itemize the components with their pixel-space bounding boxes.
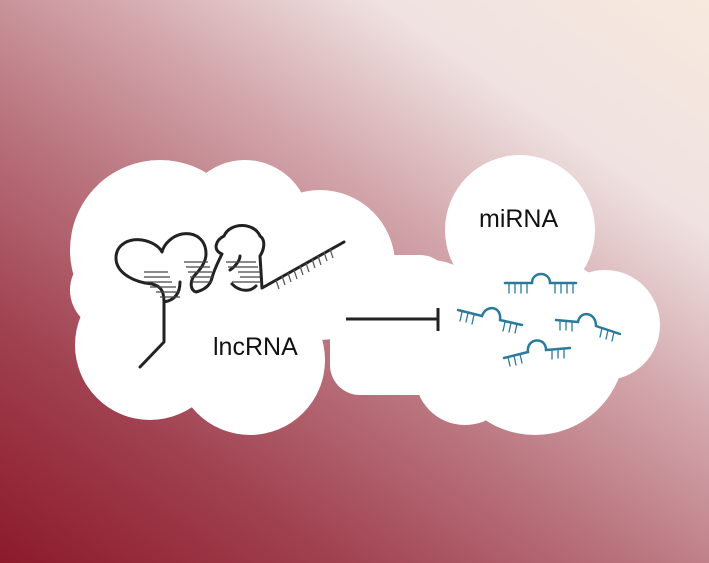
mirna-molecule-icon [502, 339, 572, 367]
inhibition-arrow [346, 308, 440, 331]
mirna-label: miRNA [479, 205, 559, 233]
lncrna-structure-icon [114, 224, 346, 369]
lncrna-label: lncRNA [213, 333, 298, 361]
mirna-molecule-icon [456, 307, 524, 334]
cloud-bridge [330, 255, 450, 395]
lncrna-base-pairs [144, 261, 260, 298]
mirna-molecule-icon [503, 272, 578, 294]
lncrna-tail-bases [275, 248, 334, 290]
mirna-molecule-icon [554, 313, 622, 342]
